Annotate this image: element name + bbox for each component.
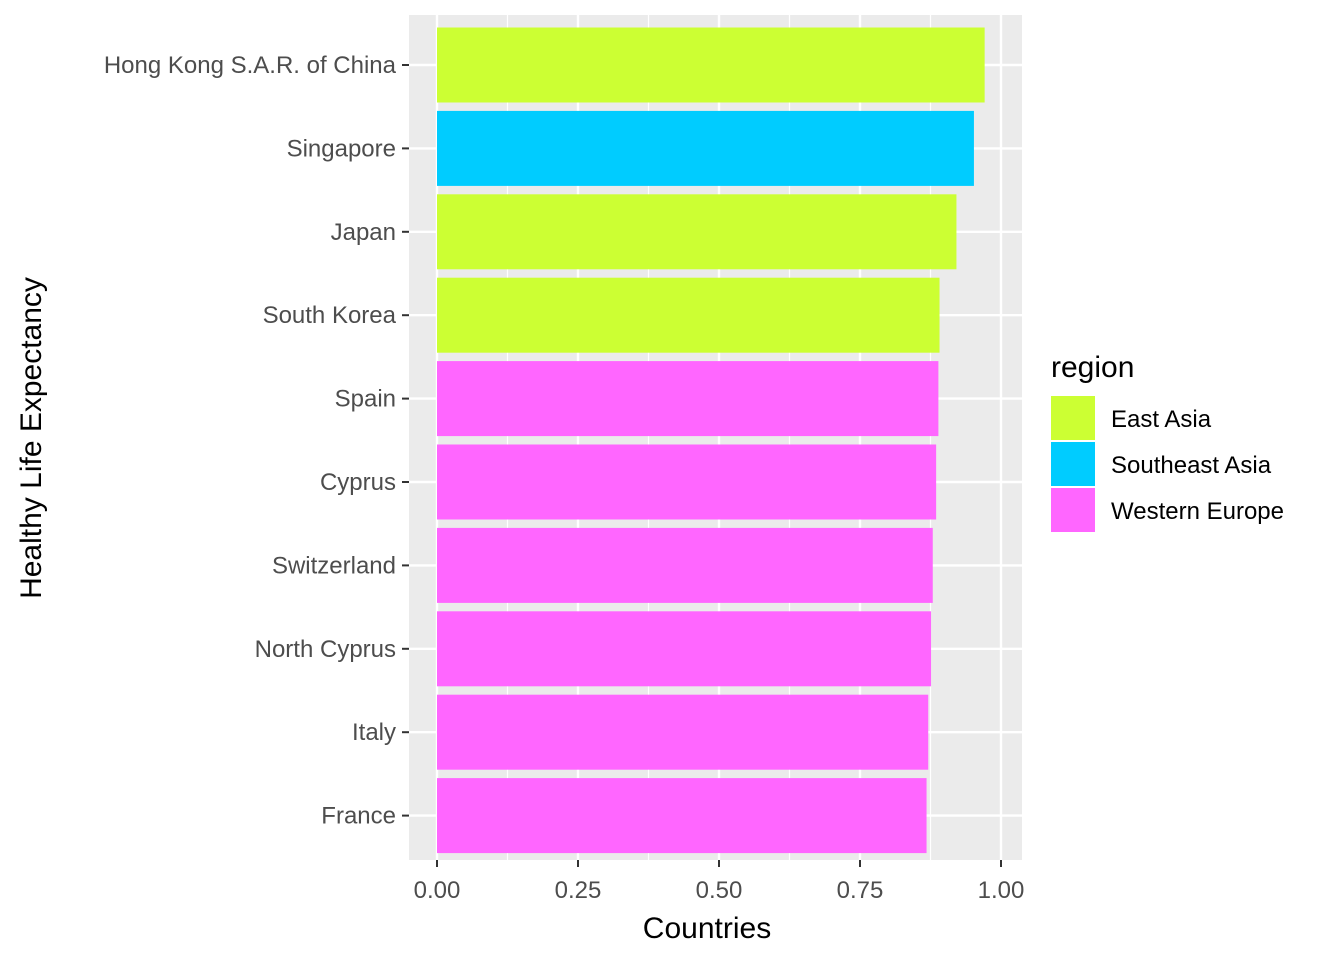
- bar: [437, 194, 957, 270]
- legend-label: East Asia: [1111, 406, 1212, 433]
- x-tick-label: 0.00: [414, 877, 461, 904]
- y-tick-label: North Cyprus: [255, 636, 396, 663]
- x-axis-title: Countries: [643, 912, 771, 945]
- bar: [437, 361, 939, 437]
- legend-label: Southeast Asia: [1111, 452, 1272, 479]
- x-tick-label: 0.25: [555, 877, 602, 904]
- legend-swatch: [1051, 488, 1095, 532]
- bar: [437, 527, 933, 603]
- legend: East Asia Southeast Asia Western Europe: [1051, 396, 1284, 532]
- y-tick-label: Spain: [335, 386, 396, 413]
- bar: [437, 444, 937, 520]
- bar: [437, 778, 927, 854]
- bars: [437, 27, 985, 854]
- x-tick-label: 0.75: [837, 877, 884, 904]
- legend-title: region: [1051, 351, 1134, 384]
- y-tick-label: Cyprus: [320, 469, 396, 496]
- bar: [437, 27, 985, 103]
- y-tick-label: Japan: [331, 219, 396, 246]
- y-axis-ticks: Hong Kong S.A.R. of China Singapore Japan S…: [104, 52, 409, 830]
- x-tick-label: 0.50: [696, 877, 743, 904]
- bar: [437, 611, 932, 687]
- y-tick-label: France: [321, 803, 396, 830]
- bar: [437, 694, 929, 770]
- legend-swatch: [1051, 442, 1095, 486]
- y-tick-label: South Korea: [263, 302, 397, 329]
- legend-label: Western Europe: [1111, 498, 1284, 525]
- legend-swatch: [1051, 396, 1095, 440]
- x-axis-ticks: 0.00 0.25 0.50 0.75 1.00: [414, 860, 1025, 904]
- y-axis-title: Healthy Life Expectancy: [15, 277, 48, 599]
- y-tick-label: Hong Kong S.A.R. of China: [104, 52, 397, 79]
- bar: [437, 277, 940, 353]
- bar: [437, 110, 974, 186]
- y-tick-label: Italy: [352, 719, 396, 746]
- x-tick-label: 1.00: [978, 877, 1025, 904]
- y-tick-label: Singapore: [287, 135, 396, 162]
- y-tick-label: Switzerland: [272, 552, 396, 579]
